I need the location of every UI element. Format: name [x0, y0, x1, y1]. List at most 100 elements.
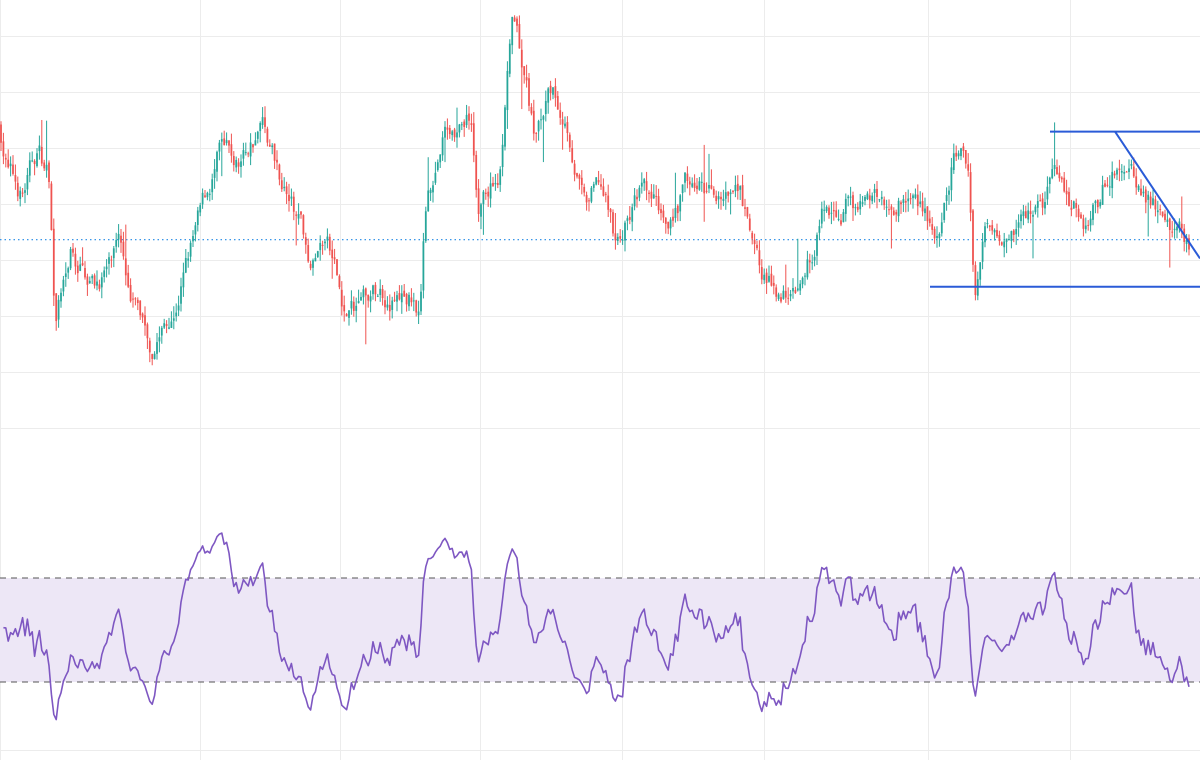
price-candle	[96, 270, 98, 291]
price-candle	[657, 188, 660, 215]
price-candle	[55, 292, 58, 331]
price-candle	[624, 220, 626, 252]
price-candle	[736, 175, 739, 200]
price-candle	[888, 199, 890, 215]
price-candle	[295, 211, 298, 246]
price-candle	[753, 233, 756, 255]
price-candle	[710, 169, 713, 190]
price-candle	[220, 132, 223, 177]
price-candle	[103, 266, 106, 283]
price-candle	[765, 268, 768, 294]
price-candle	[19, 186, 22, 207]
price-candle	[813, 250, 816, 267]
price-candle	[120, 229, 122, 253]
price-candle	[379, 279, 382, 302]
price-candle	[321, 240, 324, 255]
price-candle	[770, 265, 773, 287]
price-candle	[256, 130, 259, 144]
price-candle	[110, 255, 113, 268]
price-candle	[1008, 234, 1010, 241]
price-candle	[892, 207, 895, 216]
price-candle	[669, 217, 672, 236]
price-candle	[352, 296, 355, 317]
price-candle	[705, 182, 708, 194]
price-candle	[331, 240, 334, 279]
price-candle	[568, 132, 571, 152]
price-candle	[871, 192, 874, 205]
price-candle	[1123, 165, 1126, 181]
price-candle	[1070, 199, 1073, 217]
price-candle	[648, 190, 650, 203]
price-candle	[31, 151, 34, 163]
price-candle	[127, 264, 130, 289]
price-candle	[578, 173, 581, 190]
drawing-tools[interactable]	[930, 130, 1200, 288]
price-candle	[259, 121, 262, 143]
price-candle	[201, 188, 204, 209]
price-candle	[1142, 185, 1145, 198]
price-candle	[931, 217, 934, 235]
price-candle	[153, 351, 156, 360]
price-candle	[230, 133, 233, 163]
price-candle	[472, 112, 475, 163]
price-candle	[868, 188, 871, 209]
price-candle	[1000, 241, 1003, 246]
price-candle	[26, 167, 29, 196]
price-candle	[772, 275, 775, 295]
price-candle	[919, 191, 922, 208]
price-candle	[172, 306, 175, 330]
price-candle	[820, 201, 823, 229]
price-candle	[847, 194, 850, 207]
price-candle	[1108, 175, 1111, 196]
price-candle	[36, 148, 38, 168]
price-candle	[81, 247, 84, 267]
price-candle	[129, 278, 132, 303]
price-candle	[432, 180, 434, 203]
price-candle	[348, 310, 350, 326]
price-candle	[638, 185, 641, 202]
price-candle	[984, 222, 986, 248]
price-candle	[952, 143, 955, 174]
price-candle	[597, 170, 600, 185]
price-candle	[69, 246, 72, 271]
price-candle	[1032, 210, 1034, 259]
price-candle	[883, 196, 886, 210]
price-candle	[988, 224, 991, 232]
price-candle	[122, 231, 125, 260]
price-candle	[571, 140, 574, 164]
price-candle	[866, 191, 869, 201]
price-candle	[1099, 199, 1102, 209]
price-candle	[700, 172, 703, 192]
price-candle	[460, 121, 463, 131]
price-candle	[552, 87, 554, 100]
price-candle	[938, 232, 941, 247]
price-candle	[852, 191, 854, 221]
trendline[interactable]	[1114, 131, 1200, 260]
price-candle	[196, 206, 199, 232]
price-candle	[160, 325, 163, 344]
price-candle	[758, 240, 761, 274]
price-candle	[453, 127, 456, 142]
price-candle	[595, 177, 598, 186]
price-candle	[350, 290, 353, 315]
price-candle	[1168, 217, 1171, 268]
price-candle	[45, 120, 48, 178]
price-candle	[542, 114, 545, 163]
price-candle	[993, 228, 996, 241]
price-candle	[588, 197, 590, 212]
price-candle	[1106, 177, 1109, 188]
price-candle	[840, 214, 842, 227]
price-candle	[254, 132, 257, 146]
price-candle	[940, 212, 943, 237]
price-candle	[811, 254, 814, 270]
price-candle	[1012, 228, 1015, 243]
price-candle	[336, 259, 338, 276]
price-candle	[777, 292, 780, 301]
price-candle	[832, 201, 835, 221]
price-candle	[312, 258, 314, 276]
price-candle	[148, 337, 151, 363]
price-candle	[72, 242, 74, 257]
price-candle	[583, 183, 586, 197]
price-candle	[139, 300, 142, 320]
price-candle	[398, 285, 401, 301]
